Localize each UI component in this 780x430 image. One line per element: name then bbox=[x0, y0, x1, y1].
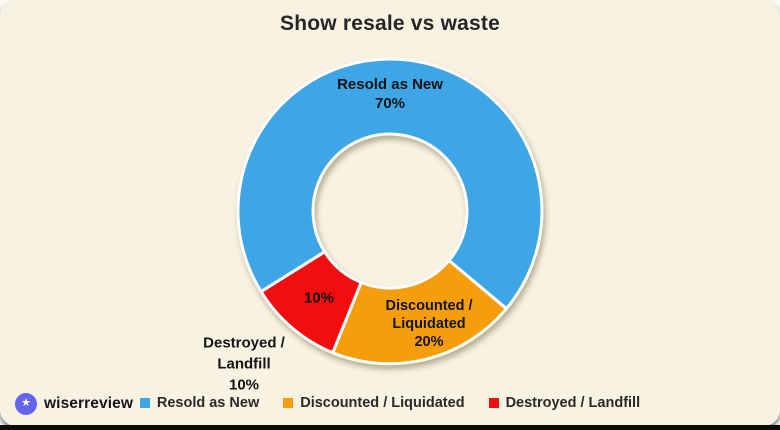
data-label-resold-pct: 70% bbox=[374, 95, 406, 112]
data-label-discounted-pct: 20% bbox=[414, 334, 444, 350]
brand-logo[interactable]: ★ wiserreview bbox=[15, 392, 133, 415]
brand-name: wiserreview bbox=[44, 394, 133, 412]
data-label-resold: Resold as New 70% bbox=[337, 75, 443, 113]
legend-swatch-discounted bbox=[283, 398, 294, 408]
star-icon: ★ bbox=[15, 392, 37, 415]
legend-item-resold[interactable]: Resold as New bbox=[139, 395, 260, 411]
legend-item-discounted[interactable]: Discounted / Liquidated bbox=[283, 395, 465, 411]
data-label-destroyed-name2: Landfill bbox=[217, 355, 271, 373]
data-label-destroyed-callout: Destroyed / Landfill 10% bbox=[203, 333, 285, 396]
data-label-destroyed-pct: 10% bbox=[303, 289, 335, 307]
legend-label-destroyed: Destroyed / Landfill bbox=[505, 395, 641, 411]
slice-resold-as-new[interactable] bbox=[236, 57, 544, 311]
legend-item-destroyed[interactable]: Destroyed / Landfill bbox=[488, 395, 641, 411]
bottom-edge-bar bbox=[0, 425, 780, 430]
chart-legend: Resold as New Discounted / Liquidated De… bbox=[0, 395, 780, 411]
slice-discounted-liquidated[interactable] bbox=[331, 259, 508, 366]
data-label-discounted-name1: Discounted / bbox=[385, 298, 473, 314]
data-label-destroyed-name1: Destroyed / bbox=[203, 334, 285, 352]
data-label-discounted: Discounted / Liquidated 20% bbox=[385, 297, 472, 351]
data-label-destroyed-pct-outside: 10% bbox=[228, 376, 260, 394]
slice-destroyed-landfill[interactable] bbox=[259, 250, 363, 355]
legend-swatch-resold bbox=[139, 398, 150, 408]
chart-title: Show resale vs waste bbox=[280, 12, 500, 35]
legend-swatch-destroyed bbox=[488, 398, 499, 408]
data-label-discounted-name2: Liquidated bbox=[392, 316, 466, 332]
data-label-resold-name: Resold as New bbox=[337, 76, 443, 93]
legend-label-discounted: Discounted / Liquidated bbox=[300, 395, 465, 411]
legend-label-resold: Resold as New bbox=[156, 395, 260, 411]
